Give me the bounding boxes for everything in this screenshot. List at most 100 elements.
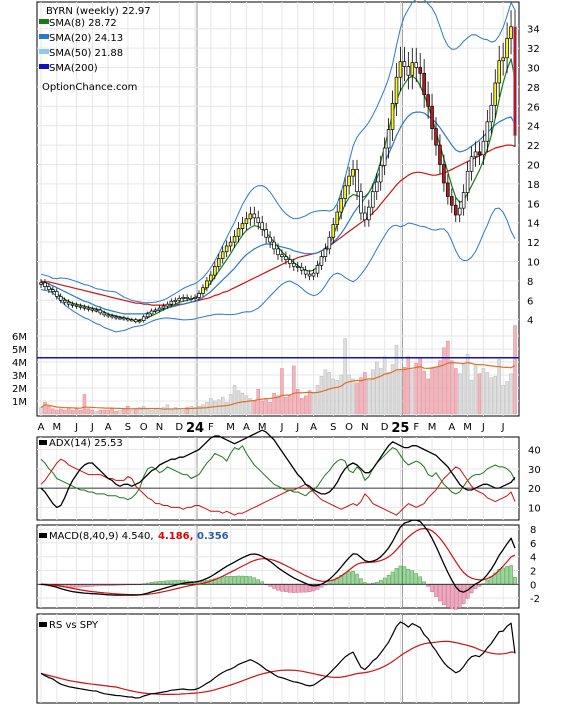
- x-axis-month-label: M: [463, 422, 472, 433]
- price-axis-tick: 14: [527, 219, 540, 230]
- candle-body: [62, 299, 67, 303]
- candle-body: [284, 256, 288, 260]
- macd-histogram-bar: [272, 584, 276, 589]
- volume-bar: [513, 325, 517, 415]
- candle-body: [193, 297, 197, 299]
- candle-body: [268, 236, 272, 243]
- volume-bar: [493, 376, 498, 415]
- candle-body: [473, 151, 478, 158]
- candle-body: [450, 196, 454, 206]
- adx-panel: 10 20 30 40 ADX(14) 25.53: [36, 429, 541, 521]
- candle-body: [509, 26, 513, 39]
- macd-histogram-bar: [351, 571, 355, 585]
- candle-body: [335, 211, 340, 225]
- volume-bar: [323, 369, 328, 415]
- rs-label: RS vs SPY: [49, 620, 99, 631]
- candle-body: [406, 66, 411, 76]
- legend-label: SMA(50) 21.88: [49, 48, 123, 59]
- x-axis-month-label: N: [361, 422, 368, 433]
- candle-body: [252, 213, 257, 219]
- upper-band-line: [40, 0, 516, 304]
- macd-histogram-bar: [434, 584, 438, 597]
- candle-body: [220, 251, 225, 259]
- candle-body: [307, 273, 312, 277]
- volume-bar: [295, 389, 300, 415]
- candle-body: [481, 140, 486, 156]
- candle-body: [236, 228, 241, 237]
- legend-label: SMA(20) 24.13: [49, 33, 123, 44]
- volume-bar: [465, 353, 470, 415]
- macd-histogram-bar: [398, 565, 403, 585]
- price-frame: [36, 1, 520, 417]
- volume-bar: [94, 411, 99, 415]
- price-axis-tick: 10: [527, 258, 540, 269]
- macd-histogram-bar: [347, 571, 351, 585]
- volume-bar: [481, 368, 486, 415]
- candle-body: [457, 207, 462, 216]
- volume-bar: [485, 372, 490, 415]
- candle-body: [442, 164, 446, 184]
- volume-bar: [280, 368, 284, 415]
- macd-axis-tick: 0: [530, 580, 536, 591]
- price-axis-tick: 8: [527, 277, 533, 288]
- macd-histogram-bar: [256, 579, 261, 585]
- volume-bar: [145, 408, 150, 415]
- volume-bar: [477, 373, 482, 415]
- price-axis-tick: 26: [527, 102, 540, 113]
- volume-bar: [256, 389, 261, 415]
- volume-bar: [47, 405, 51, 415]
- macd-label-part: 4.186,: [158, 531, 193, 542]
- volume-bar: [422, 370, 426, 415]
- x-axis-month-label: A: [310, 422, 317, 433]
- candle-body: [39, 282, 43, 285]
- x-axis-month-label: S: [330, 422, 336, 433]
- volume-bar: [78, 409, 83, 415]
- legend-label: SMA(8) 28.72: [49, 18, 117, 29]
- candle-body: [465, 170, 470, 193]
- candle-body: [58, 296, 63, 301]
- volume-bar: [90, 409, 95, 415]
- macd-histogram-bar: [157, 581, 162, 585]
- candle-body: [426, 94, 430, 107]
- adx-line: [40, 429, 516, 509]
- volume-bar: [197, 405, 201, 415]
- rs-frame: [36, 613, 520, 704]
- macd-histogram-bar: [410, 570, 415, 585]
- x-axis-month-label: M: [52, 422, 61, 433]
- price-axis-tick: 4: [527, 316, 533, 327]
- volume-bar: [319, 376, 324, 415]
- macd-histogram-bar: [509, 565, 513, 585]
- volume-bar: [213, 400, 217, 415]
- volume-bar: [359, 377, 363, 415]
- volume-bar: [327, 372, 332, 415]
- x-axis-month-label: O: [345, 422, 353, 433]
- adx-axis-tick: 20: [528, 484, 541, 495]
- volume-bar: [406, 356, 411, 415]
- volume-bar: [473, 365, 478, 415]
- volume-bar: [292, 365, 296, 415]
- volume-bar: [169, 409, 174, 415]
- macd-histogram-bar: [228, 576, 233, 585]
- macd-histogram-bar: [236, 575, 241, 585]
- candle-body: [501, 57, 505, 62]
- macd-axis-tick: 4: [530, 553, 536, 564]
- x-axis-month-label: A: [448, 422, 455, 433]
- volume-bar: [114, 411, 118, 415]
- candle-body: [209, 274, 213, 282]
- macd-histogram-bar: [501, 567, 505, 585]
- volume-bar: [177, 408, 182, 415]
- candle-body: [453, 204, 458, 216]
- candle-body: [153, 309, 158, 312]
- candle-body: [339, 198, 343, 213]
- candle-body: [228, 241, 233, 247]
- price-axis-tick: 34: [527, 25, 540, 36]
- macd-histogram-bar: [232, 575, 237, 585]
- x-axis-month-label: F: [208, 422, 214, 433]
- x-axis-month-label: J: [481, 422, 485, 433]
- candle-body: [126, 318, 130, 321]
- candle-body: [402, 61, 407, 67]
- macd-histogram-bar: [220, 576, 225, 585]
- macd-histogram-bar: [394, 568, 399, 585]
- macd-histogram-bar: [406, 568, 411, 585]
